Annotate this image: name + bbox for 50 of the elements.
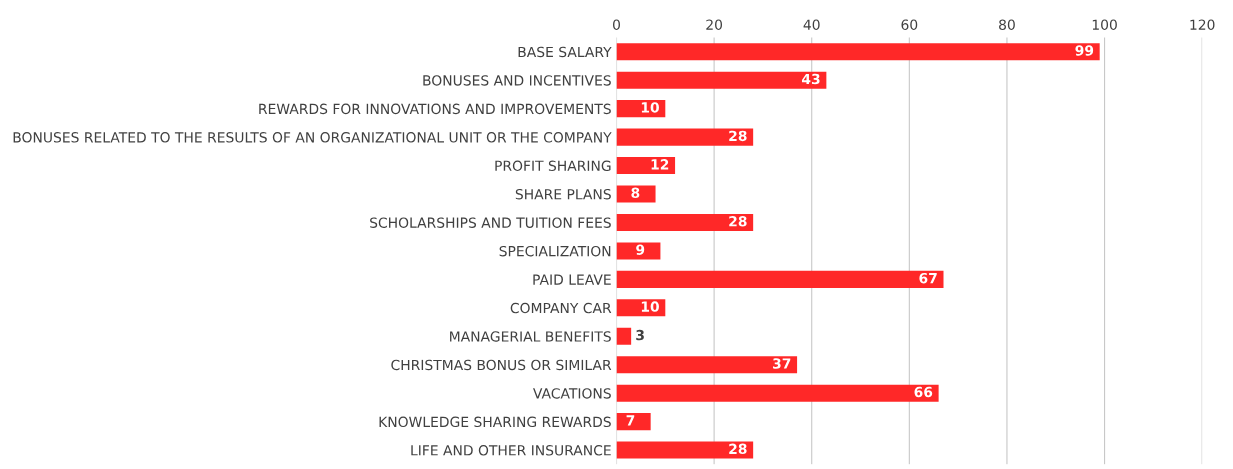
- y-tick-label: COMPANY CAR: [510, 302, 612, 314]
- bar: [616, 157, 676, 175]
- bar: [616, 384, 939, 402]
- y-tick-label: VACATIONS: [533, 388, 611, 399]
- x-tick-label: 60: [901, 19, 918, 30]
- data-label: 7: [626, 415, 635, 426]
- x-tick-label: 0: [613, 19, 620, 30]
- data-label: 28: [729, 443, 747, 455]
- bar: [616, 356, 798, 374]
- data-label: 66: [914, 386, 933, 398]
- bar: [616, 71, 827, 89]
- y-tick-label: CHRISTMAS BONUS OR SIMILAR: [391, 359, 612, 371]
- data-label: 9: [636, 244, 645, 255]
- y-tick-label: SCHOLARSHIPS AND TUITION FEES: [370, 217, 611, 228]
- y-tick-label: PAID LEAVE: [533, 274, 611, 285]
- bar: [616, 441, 754, 459]
- data-label: 37: [773, 358, 791, 369]
- data-label: 8: [631, 187, 640, 199]
- data-label: 67: [919, 272, 937, 284]
- y-tick-label: BASE SALARY: [518, 46, 612, 58]
- data-label: 28: [729, 130, 747, 142]
- x-tick-label: 20: [706, 19, 723, 30]
- y-tick-label: BONUSES AND INCENTIVES: [423, 75, 611, 86]
- bar: [616, 213, 754, 231]
- y-tick-label: LIFE AND OTHER INSURANCE: [411, 445, 611, 456]
- x-tick-label: 120: [1190, 19, 1215, 30]
- bar: [616, 270, 944, 288]
- data-label: 43: [801, 73, 820, 85]
- y-tick-label: REWARDS FOR INNOVATIONS AND IMPROVEMENTS: [259, 103, 611, 115]
- x-tick-label: 100: [1092, 19, 1117, 30]
- data-label: 28: [729, 215, 747, 227]
- bar: [616, 413, 651, 431]
- bar: [616, 43, 1100, 61]
- bar: [616, 242, 661, 260]
- y-tick-label: KNOWLEDGE SHARING REWARDS: [379, 416, 611, 428]
- y-tick-label: SPECIALIZATION: [499, 245, 611, 257]
- y-tick-label: SHARE PLANS: [515, 188, 611, 200]
- data-label: 12: [651, 159, 669, 170]
- y-tick-label: MANAGERIAL BENEFITS: [450, 331, 611, 342]
- data-label: 99: [1075, 45, 1094, 56]
- data-label: 10: [641, 301, 659, 312]
- bar: [616, 185, 656, 203]
- x-tick-label: 40: [803, 19, 820, 30]
- x-tick-label: 80: [999, 19, 1015, 30]
- bar: [616, 327, 632, 345]
- bar: [616, 128, 754, 146]
- y-tick-label: PROFIT SHARING: [495, 160, 611, 172]
- y-tick-label: BONUSES RELATED TO THE RESULTS OF AN ORGANIZATIONAL UNIT OR THE COMPANY: [13, 132, 612, 143]
- data-label: 3: [636, 329, 644, 341]
- data-label: 10: [641, 102, 659, 113]
